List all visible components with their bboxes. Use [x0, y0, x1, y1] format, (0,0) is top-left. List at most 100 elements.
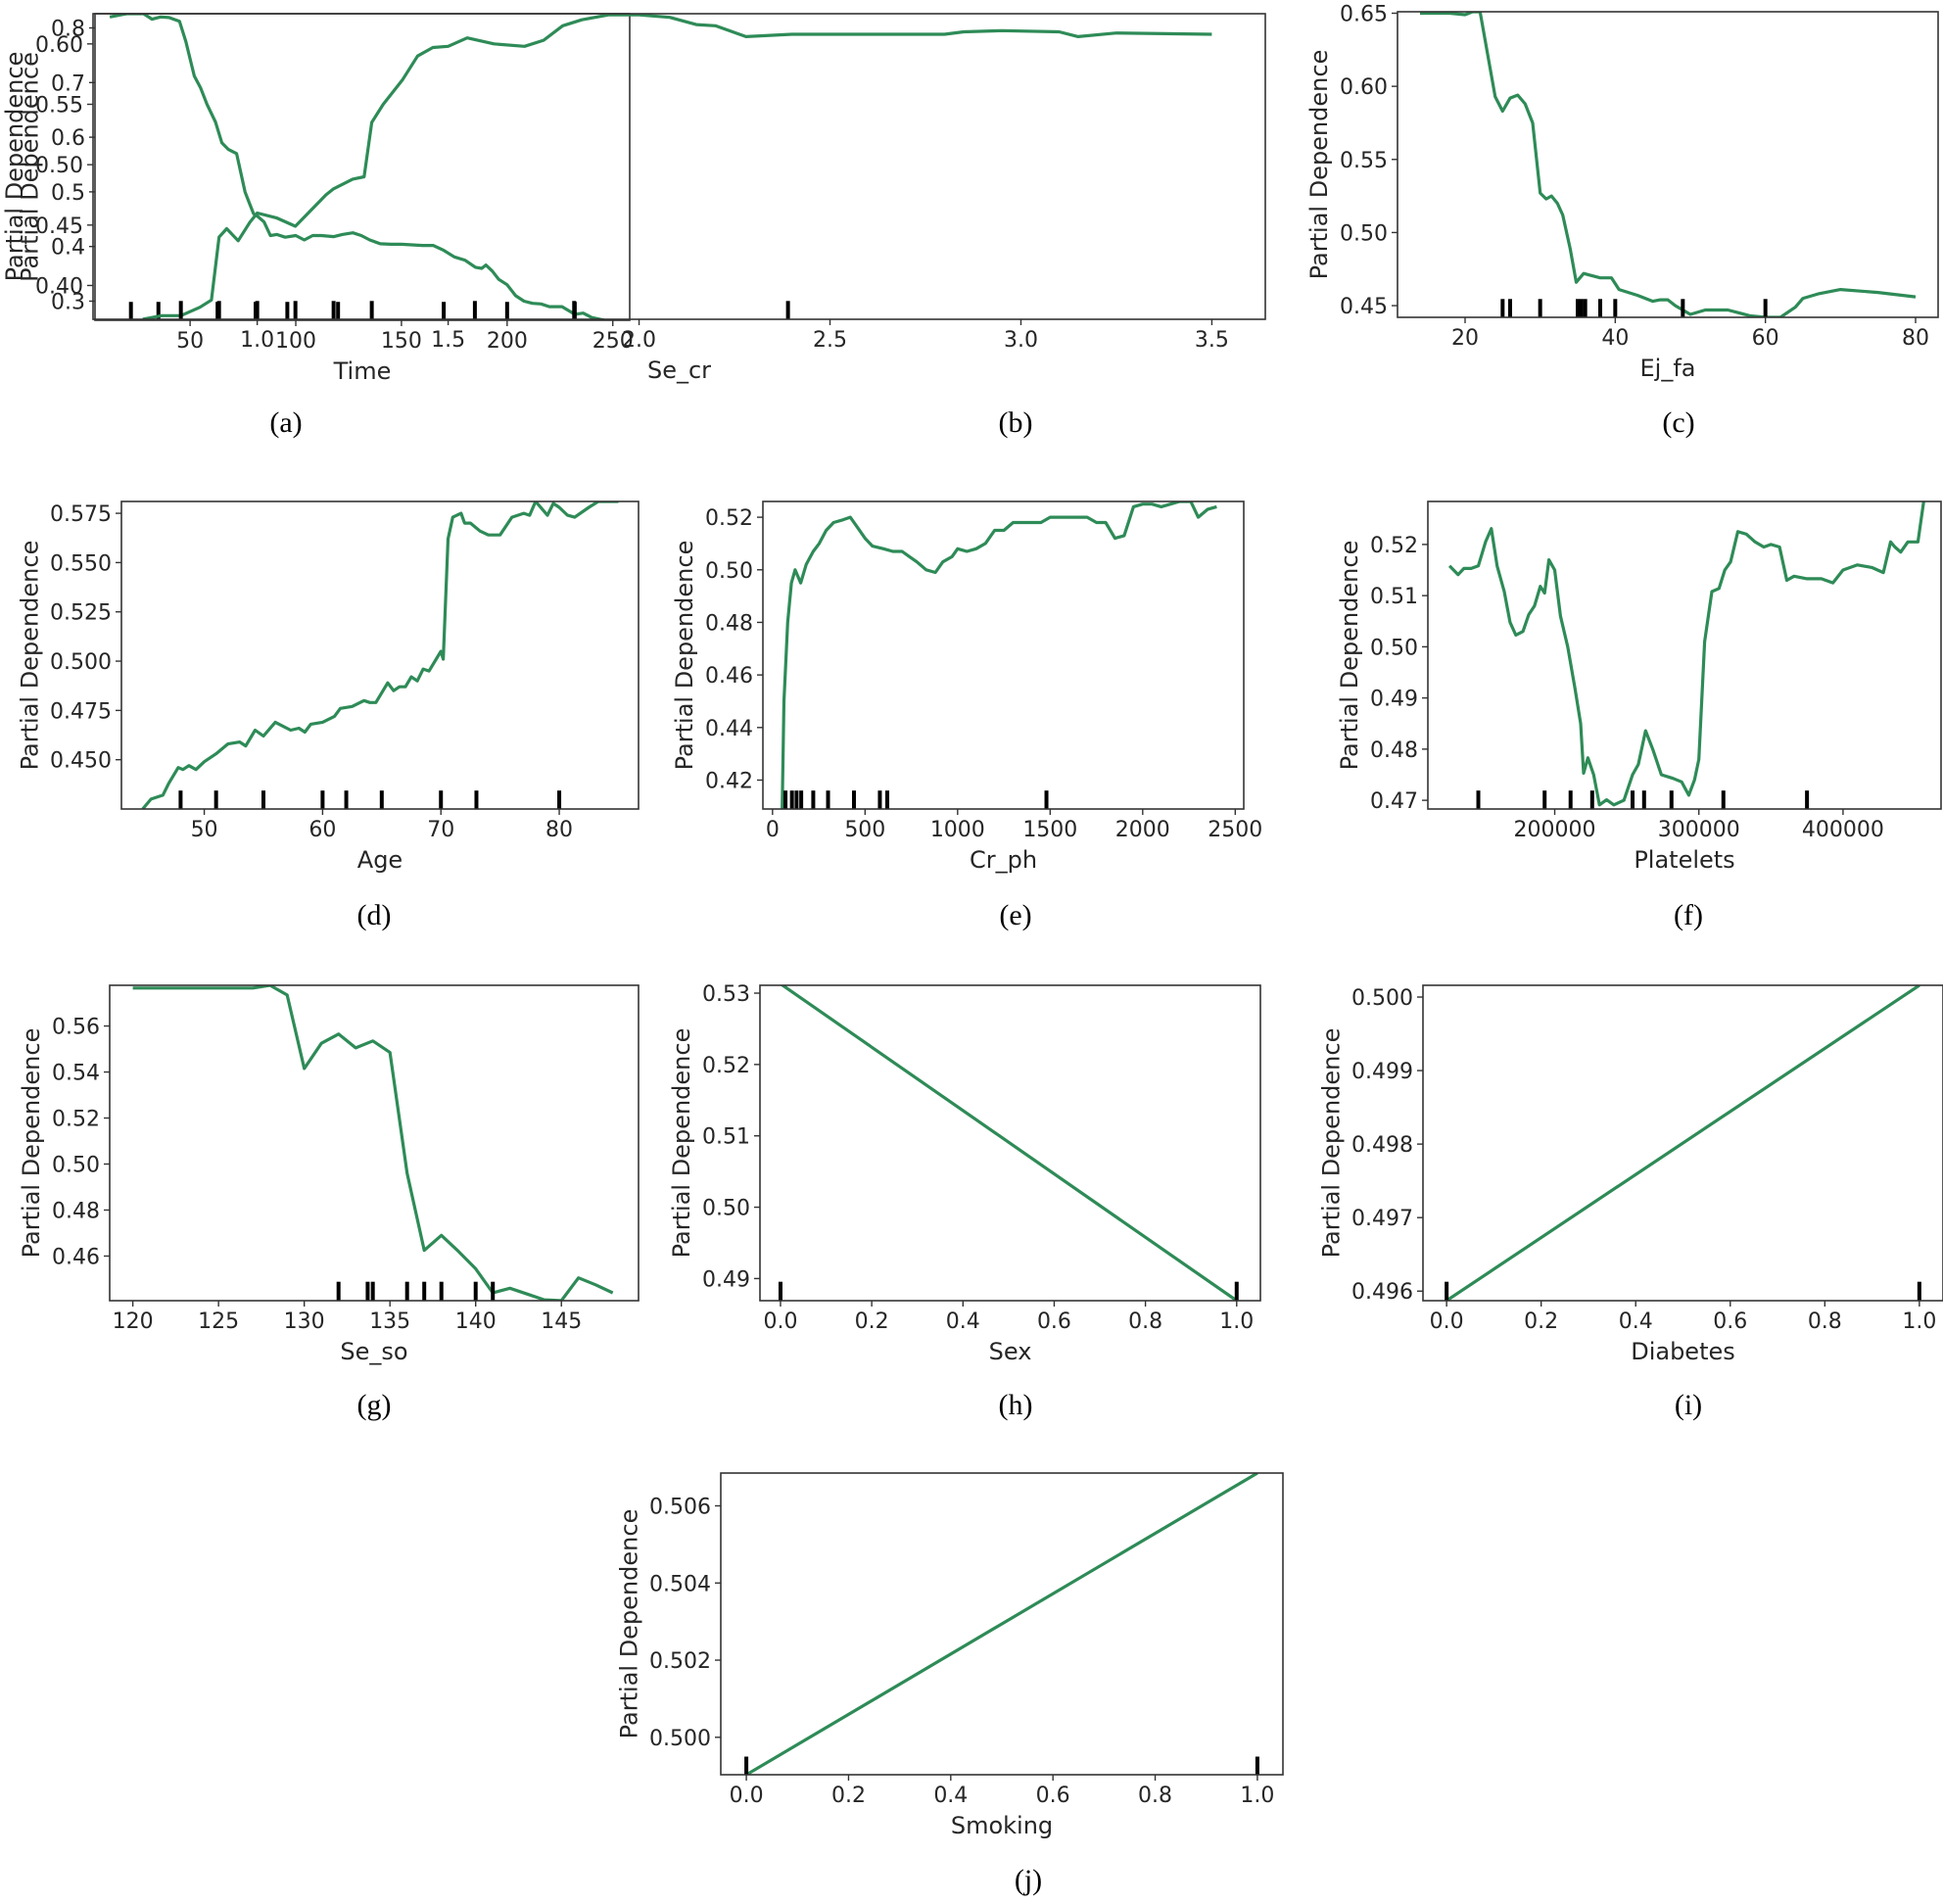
- x-tick-label: 3.0: [1004, 328, 1038, 353]
- x-axis-label: Smoking: [951, 1812, 1053, 1839]
- y-tick-label: 0.575: [50, 502, 112, 527]
- caption-j: (j): [989, 1864, 1067, 1897]
- x-tick-label: 400000: [1802, 818, 1884, 842]
- x-tick-label: 1000: [930, 818, 985, 842]
- x-tick-label: 130: [284, 1309, 325, 1334]
- x-tick-label: 80: [1902, 326, 1929, 351]
- x-tick-label: 0.0: [730, 1784, 764, 1808]
- y-tick-label: 0.56: [52, 1016, 100, 1040]
- caption-a: (a): [247, 406, 325, 440]
- x-axis-label: Diabetes: [1631, 1338, 1735, 1365]
- x-tick-label: 60: [1752, 326, 1779, 351]
- x-tick-label: 0.0: [1430, 1309, 1464, 1334]
- x-axis-label: Sex: [989, 1338, 1032, 1365]
- caption-d: (d): [335, 899, 413, 932]
- y-axis-label: Partial Dependence: [1318, 1028, 1346, 1259]
- x-tick-label: 1.0: [1219, 1309, 1254, 1334]
- axes-frame: [1398, 12, 1938, 317]
- x-tick-label: 20: [1451, 326, 1479, 351]
- y-tick-label: 0.55: [35, 93, 83, 118]
- x-tick-label: 0.2: [1524, 1309, 1558, 1334]
- y-tick-label: 0.506: [649, 1495, 711, 1519]
- y-tick-label: 0.500: [1351, 986, 1413, 1011]
- x-tick-label: 0.8: [1138, 1784, 1172, 1808]
- x-tick-label: 2500: [1208, 818, 1262, 842]
- y-tick-label: 0.500: [50, 650, 112, 675]
- x-tick-label: 0: [766, 818, 780, 842]
- caption-f: (f): [1649, 899, 1728, 932]
- y-tick-label: 0.51: [702, 1125, 750, 1150]
- pd-line-c: [1420, 12, 1916, 317]
- y-tick-label: 0.49: [702, 1267, 750, 1292]
- y-tick-label: 0.497: [1351, 1207, 1413, 1231]
- y-tick-label: 0.51: [1370, 585, 1418, 609]
- axes-frame: [93, 14, 1265, 319]
- x-tick-label: 2000: [1115, 818, 1170, 842]
- axes-frame: [110, 985, 639, 1301]
- x-axis-label: Se_so: [340, 1338, 407, 1365]
- axes-frame: [763, 501, 1244, 809]
- y-axis-label: Partial Dependence: [668, 1028, 695, 1259]
- y-axis-label: Partial Dependence: [671, 541, 698, 771]
- x-tick-label: 50: [176, 329, 204, 354]
- x-tick-label: 80: [545, 818, 573, 842]
- y-tick-label: 0.54: [52, 1062, 100, 1086]
- x-tick-label: 60: [308, 818, 336, 842]
- x-tick-label: 120: [113, 1309, 154, 1334]
- x-tick-label: 200: [487, 329, 528, 354]
- pd-line-h: [781, 984, 1237, 1302]
- caption-c: (c): [1639, 406, 1718, 440]
- x-tick-label: 0.0: [763, 1309, 797, 1334]
- y-tick-label: 0.46: [52, 1245, 100, 1269]
- y-tick-label: 0.53: [702, 982, 750, 1007]
- y-tick-label: 0.45: [1340, 295, 1388, 319]
- x-tick-label: 0.8: [1128, 1309, 1162, 1334]
- y-tick-label: 0.6: [51, 126, 85, 151]
- y-axis-label: Partial Dependence: [1, 52, 28, 282]
- axes-frame: [95, 14, 630, 320]
- y-tick-label: 0.4: [51, 236, 85, 261]
- pd-line-j: [746, 1473, 1257, 1775]
- axes-frame: [121, 501, 639, 809]
- y-axis-label: Partial Dependence: [1305, 50, 1333, 280]
- x-tick-label: 145: [541, 1309, 582, 1334]
- caption-b: (b): [976, 406, 1055, 440]
- y-tick-label: 0.496: [1351, 1280, 1413, 1305]
- x-tick-label: 1500: [1022, 818, 1077, 842]
- y-tick-label: 0.502: [649, 1649, 711, 1674]
- x-tick-label: 140: [455, 1309, 497, 1334]
- x-tick-label: 50: [191, 818, 218, 842]
- x-tick-label: 1.5: [431, 328, 465, 353]
- y-axis-label: Partial Dependence: [1336, 541, 1363, 771]
- y-tick-label: 0.46: [705, 664, 753, 689]
- y-tick-label: 0.48: [705, 611, 753, 636]
- y-tick-label: 0.504: [649, 1572, 711, 1596]
- y-tick-label: 0.52: [52, 1108, 100, 1132]
- x-tick-label: 1.0: [1240, 1784, 1274, 1808]
- x-tick-label: 1.0: [240, 328, 274, 353]
- y-tick-label: 0.52: [702, 1054, 750, 1078]
- x-tick-label: 135: [369, 1309, 410, 1334]
- y-tick-label: 0.50: [705, 559, 753, 584]
- pd-line-i: [1446, 985, 1919, 1301]
- pd-line-a: [110, 14, 604, 320]
- x-axis-label: Time: [333, 357, 392, 385]
- pd-line-e: [782, 501, 1217, 809]
- y-tick-label: 0.55: [1340, 149, 1388, 173]
- y-tick-label: 0.65: [1340, 2, 1388, 26]
- y-tick-label: 0.52: [705, 506, 753, 531]
- x-tick-label: 300000: [1658, 818, 1740, 842]
- y-tick-label: 0.44: [705, 717, 753, 741]
- pd-line-b: [143, 15, 1212, 319]
- y-tick-label: 0.50: [1370, 636, 1418, 660]
- pd-line-g: [133, 985, 613, 1301]
- y-tick-label: 0.47: [1370, 789, 1418, 814]
- x-axis-label: Age: [357, 846, 403, 874]
- y-tick-label: 0.450: [50, 749, 112, 774]
